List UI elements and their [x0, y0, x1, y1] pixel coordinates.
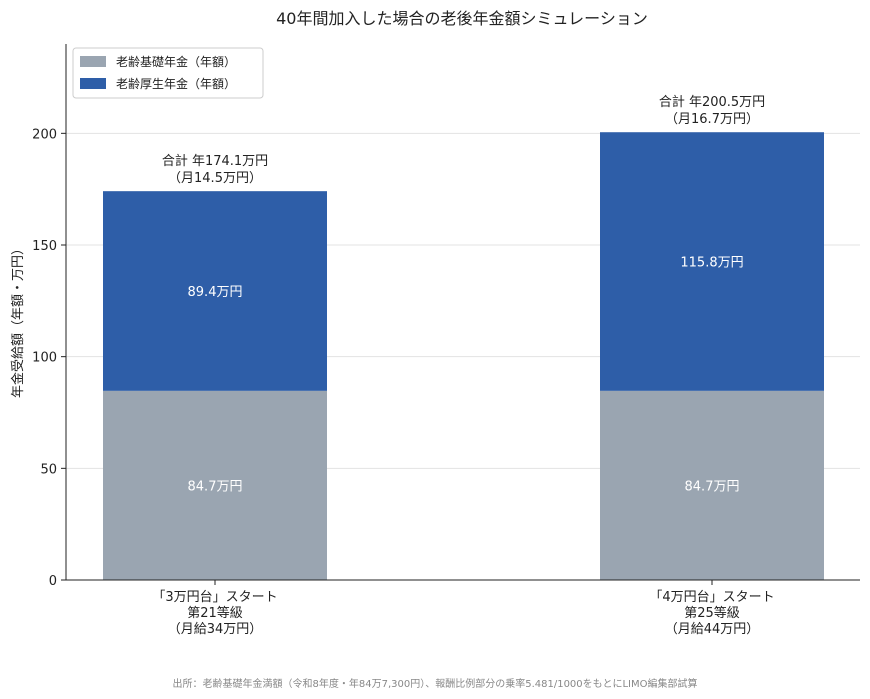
y-tick-label-0: 0	[49, 574, 57, 589]
bar-segment-basic-1	[103, 390, 327, 580]
data-label-basic-1: 84.7万円	[188, 479, 243, 494]
total-label-2-line-1: 合計 年200.5万円	[659, 94, 765, 110]
data-label-basic-2: 84.7万円	[685, 479, 740, 494]
bar-segment-basic-2	[600, 390, 824, 580]
bars	[103, 132, 824, 580]
data-label-employee-1: 89.4万円	[188, 285, 243, 300]
bar-segment-employee-2	[600, 132, 824, 391]
segment-labels: 84.7万円 89.4万円 84.7万円 115.8万円	[188, 256, 744, 495]
x-tick-label-1-line-1: 「3万円台」スタート	[152, 590, 277, 605]
x-tick-label-2-line-2: 第25等級	[684, 605, 740, 621]
y-tick-label-200: 200	[32, 127, 57, 142]
total-label-2-line-2: （月16.7万円）	[665, 112, 759, 127]
y-axis-label: 年金受給額（年額・万円）	[10, 242, 26, 398]
x-tick-label-2-line-3: （月給44万円）	[665, 622, 760, 637]
chart-title: 40年間加入した場合の老後年金額シミュレーション	[276, 9, 648, 28]
bar-segment-employee-1	[103, 191, 327, 391]
total-labels: 合計 年174.1万円 （月14.5万円） 合計 年200.5万円 （月16.7万円）	[162, 94, 765, 186]
total-label-1-line-2: （月14.5万円）	[168, 171, 262, 186]
y-tick-label-150: 150	[32, 239, 57, 254]
x-tick-label-2-line-1: 「4万円台」スタート	[649, 590, 774, 605]
legend-swatch-employee	[80, 78, 106, 89]
y-axis: 0 50 100 150 200	[32, 44, 67, 589]
x-tick-label-1-line-3: （月給34万円）	[168, 622, 263, 637]
x-tick-label-1-line-2: 第21等級	[187, 605, 243, 621]
legend-label-employee: 老齢厚生年金（年額）	[116, 76, 236, 91]
legend-box	[72, 47, 264, 99]
y-tick-label-100: 100	[32, 351, 57, 366]
y-tick-label-50: 50	[40, 462, 57, 477]
legend-label-basic: 老齢基礎年金（年額）	[116, 54, 236, 69]
source-note: 出所：老齢基礎年金満額（令和8年度・年84万7,300円）、報酬比例部分の乗率5…	[173, 677, 698, 690]
data-label-employee-2: 115.8万円	[680, 256, 743, 271]
legend-swatch-basic	[80, 56, 106, 67]
total-label-1-line-1: 合計 年174.1万円	[162, 153, 268, 169]
legend: 老齢基礎年金（年額） 老齢厚生年金（年額）	[72, 47, 264, 99]
